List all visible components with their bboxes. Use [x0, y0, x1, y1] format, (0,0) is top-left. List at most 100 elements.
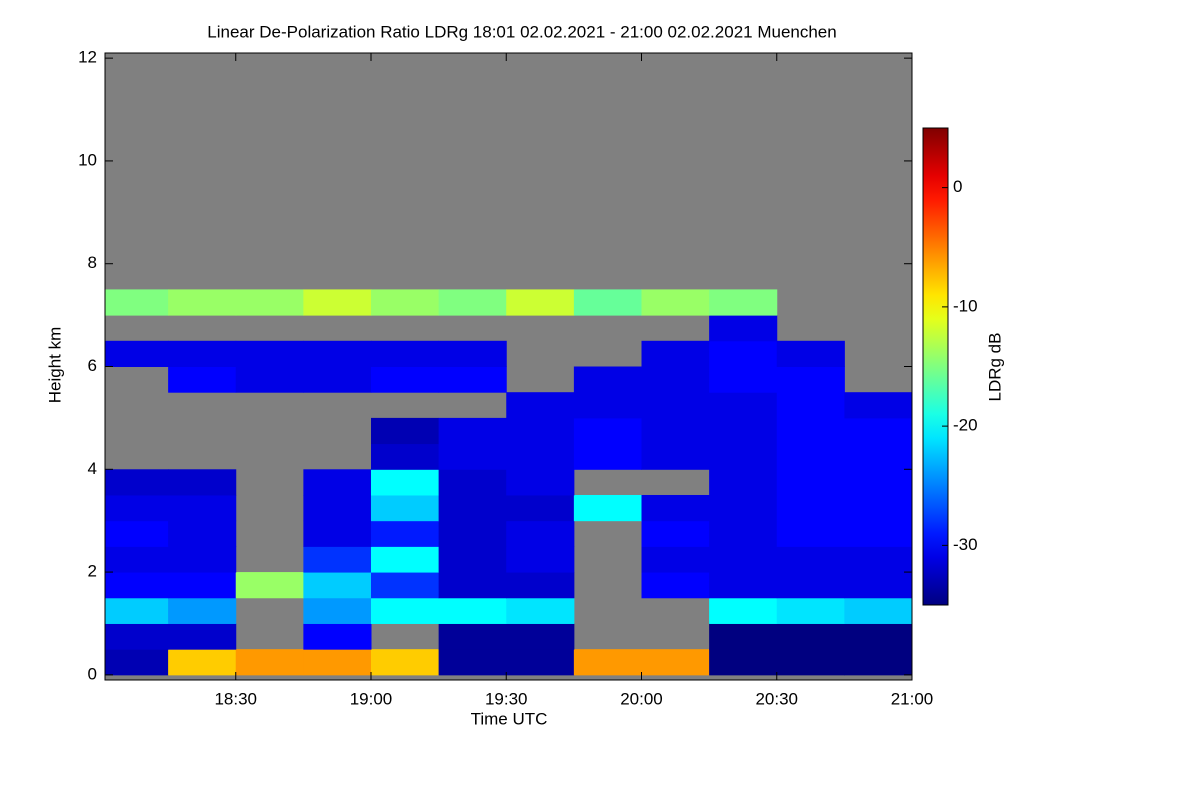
y-tick-label: 2 [88, 562, 97, 581]
colorbar [922, 127, 949, 606]
heatmap-cell [168, 494, 237, 522]
heatmap-cell [844, 649, 913, 676]
heatmap-cell [303, 572, 372, 599]
heatmap-cell [573, 417, 642, 445]
heatmap-cell [776, 340, 845, 367]
heatmap-cell [573, 366, 642, 393]
heatmap-cell [303, 520, 372, 547]
heatmap-cell [641, 289, 710, 316]
heatmap-cell [709, 289, 778, 316]
y-tick-label: 12 [78, 48, 97, 67]
heatmap-cell [370, 417, 440, 445]
heatmap-cell [709, 520, 778, 547]
heatmap-cell [168, 469, 237, 496]
heatmap-cell [438, 494, 507, 522]
heatmap-cell [641, 572, 710, 599]
heatmap-cell [370, 469, 440, 496]
x-axis-label: Time UTC [471, 709, 548, 728]
heatmap-cell [776, 623, 845, 650]
x-tick-label: 21:00 [891, 689, 934, 708]
heatmap-cell [709, 392, 778, 419]
heatmap-cell [844, 469, 913, 496]
heatmap-cell [709, 443, 778, 470]
heatmap-cell [438, 649, 507, 676]
heatmap-cell [573, 494, 642, 522]
heatmap-cell [168, 649, 237, 676]
heatmap-cell [105, 623, 169, 650]
heatmap-cell [506, 572, 575, 599]
heatmap-cell [370, 289, 440, 316]
heatmap-cell [506, 520, 575, 547]
heatmap-cell [438, 623, 507, 650]
heatmap-cell [168, 546, 237, 573]
heatmap-cell [506, 392, 575, 419]
heatmap-cell [641, 366, 710, 393]
heatmap-cell [776, 546, 845, 573]
heatmap-cell [303, 340, 372, 367]
heatmap-cell [506, 417, 575, 445]
heatmap-cell [105, 546, 169, 573]
y-tick-label: 4 [88, 459, 97, 478]
heatmap-cell [709, 623, 778, 650]
heatmap-cell [303, 597, 372, 624]
chart-title: Linear De-Polarization Ratio LDRg 18:01 … [207, 22, 836, 41]
heatmap-cell [370, 443, 440, 470]
heatmap-cell [709, 417, 778, 445]
heatmap-cell [709, 366, 778, 393]
heatmap-cell [573, 392, 642, 419]
heatmap-cell [235, 340, 304, 367]
heatmap-cell [303, 469, 372, 496]
heatmap-cell [776, 443, 845, 470]
heatmap-cell [844, 623, 913, 650]
heatmap-cell [168, 289, 237, 316]
heatmap-cell [506, 443, 575, 470]
heatmap-cell [438, 572, 507, 599]
heatmap-cell [506, 289, 575, 316]
heatmap-cell [438, 469, 507, 496]
heatmap-cell [573, 443, 642, 470]
heatmap-cell [235, 289, 304, 316]
colorbar-tick-label: -20 [953, 416, 978, 435]
heatmap-cell [168, 597, 237, 624]
heatmap-cell [370, 597, 440, 624]
heatmap-cell [776, 597, 845, 624]
heatmap-cell [641, 392, 710, 419]
heatmap-cell [709, 649, 778, 676]
colorbar-tick-label: -10 [953, 296, 978, 315]
heatmap-cell [844, 546, 913, 573]
heatmap-cell [105, 289, 169, 316]
heatmap-cell [105, 597, 169, 624]
heatmap-cell [370, 546, 440, 573]
heatmap-cell [844, 392, 913, 419]
heatmap-cell [844, 572, 913, 599]
heatmap-cell [168, 366, 237, 393]
heatmap-cell [844, 417, 913, 445]
heatmap-cell [709, 546, 778, 573]
y-tick-label: 0 [88, 664, 97, 683]
heatmap-cell [105, 494, 169, 522]
colorbar-label: LDRg dB [985, 333, 1004, 402]
heatmap-cell [370, 649, 440, 676]
heatmap-cell [105, 572, 169, 599]
heatmap-cell [776, 366, 845, 393]
x-tick-label: 18:30 [214, 689, 257, 708]
heatmap-cell [844, 520, 913, 547]
heatmap-cell [438, 366, 507, 393]
heatmap-cell [168, 572, 237, 599]
heatmap-cell [573, 649, 642, 676]
heatmap-cell [105, 340, 169, 367]
heatmap-cell [438, 520, 507, 547]
heatmap-cell [168, 623, 237, 650]
heatmap-cell [641, 340, 710, 367]
y-tick-label: 10 [78, 150, 97, 169]
heatmap-cell [235, 366, 304, 393]
heatmap-cell [506, 469, 575, 496]
heatmap-cell [168, 520, 237, 547]
heatmap-cell [709, 494, 778, 522]
heatmap-cell [303, 366, 372, 393]
heatmap-cell [506, 597, 575, 624]
heatmap-cell [776, 649, 845, 676]
x-tick-label: 19:30 [485, 689, 528, 708]
heatmap-cell [370, 572, 440, 599]
